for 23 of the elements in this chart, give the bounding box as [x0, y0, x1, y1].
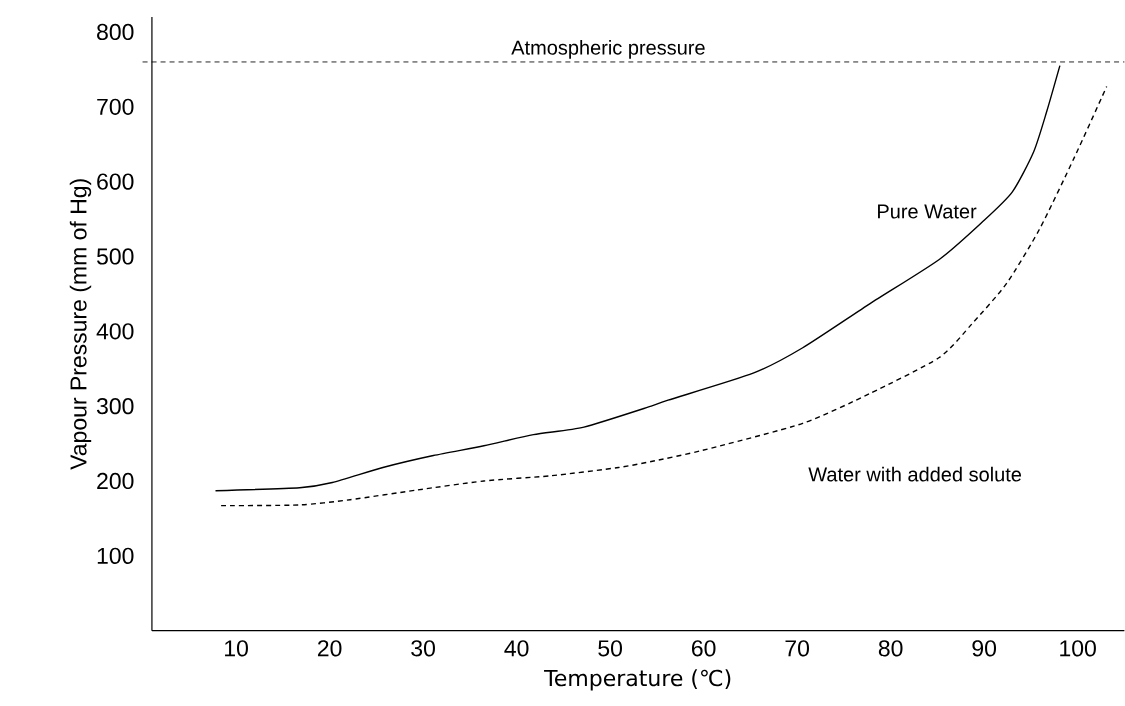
y-tick-label: 100 — [97, 547, 134, 565]
x-tick-label: 50 — [598, 640, 622, 657]
series-label: Pure Water — [878, 204, 977, 219]
x-axis-title: Temperature (℃) — [544, 669, 731, 691]
x-tick-label: 90 — [972, 640, 997, 657]
y-axis-title: Vapour Pressure (mm of Hg) — [69, 179, 92, 470]
x-tick-label: 10 — [225, 640, 248, 657]
x-tick-label: 60 — [691, 640, 716, 657]
y-tick-label: 500 — [96, 248, 134, 265]
y-tick-label: 700 — [97, 98, 134, 116]
y-tick-label: 800 — [97, 24, 134, 41]
x-tick-label: 100 — [1060, 640, 1096, 657]
x-tick-label: 80 — [878, 640, 903, 657]
x-tick-label: 40 — [504, 640, 529, 657]
y-tick-label: 400 — [96, 323, 134, 340]
x-tick-label: 30 — [411, 640, 435, 657]
y-tick-label: 300 — [96, 398, 134, 415]
y-tick-label: 600 — [97, 173, 134, 190]
y-tick-label: 200 — [97, 473, 134, 490]
ref-line-label: Atmospheric pressure — [511, 40, 705, 59]
x-tick-label: 20 — [317, 640, 342, 657]
text: Water with added solute — [808, 467, 1022, 482]
x-tick-label: 70 — [785, 640, 810, 657]
